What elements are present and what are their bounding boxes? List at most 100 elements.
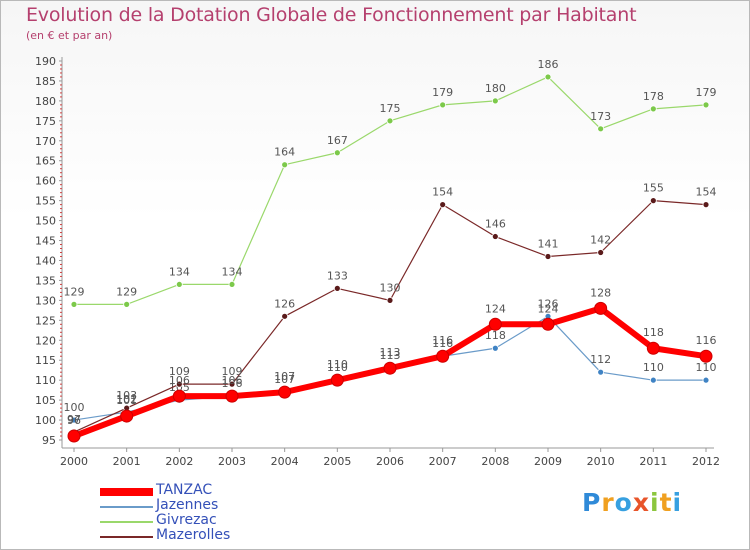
logo-letter-4: i bbox=[650, 488, 660, 517]
y-minor-tick-141 bbox=[60, 255, 62, 257]
y-minor-tick-112 bbox=[60, 371, 62, 373]
point-givrezac-2002 bbox=[175, 281, 183, 288]
data-label-tanzac-2009: 124 bbox=[538, 302, 559, 315]
point-givrezac-2006 bbox=[386, 117, 394, 125]
y-tick-label-125: 125 bbox=[35, 314, 56, 327]
y-minor-tick-111 bbox=[60, 375, 62, 377]
y-minor-tick-174 bbox=[60, 124, 62, 126]
y-tick-label-105: 105 bbox=[35, 394, 56, 407]
point-givrezac-2010 bbox=[597, 125, 605, 133]
y-minor-tick-167 bbox=[60, 152, 62, 154]
data-label-givrezac-2008: 180 bbox=[485, 82, 506, 95]
legend-swatch-givrezac bbox=[100, 521, 153, 523]
y-minor-tick-189 bbox=[60, 64, 62, 66]
y-tick-label-135: 135 bbox=[35, 274, 56, 287]
point-mazerolles-2007 bbox=[439, 201, 447, 209]
y-minor-tick-177 bbox=[60, 112, 62, 114]
y-minor-tick-126 bbox=[60, 315, 62, 317]
data-label-givrezac-2009: 186 bbox=[538, 58, 559, 71]
data-label-mazerolles-2001: 103 bbox=[116, 389, 137, 402]
data-label-mazerolles-2003: 109 bbox=[222, 365, 243, 378]
data-label-jazennes-2000: 100 bbox=[64, 401, 85, 414]
y-minor-tick-106 bbox=[60, 395, 62, 397]
data-label-mazerolles-2006: 130 bbox=[380, 281, 401, 294]
x-tick-label-2012: 2012 bbox=[692, 455, 720, 468]
y-tick-label-160: 160 bbox=[35, 175, 56, 188]
x-tick-label-2003: 2003 bbox=[218, 455, 246, 468]
data-label-jazennes-2012: 110 bbox=[696, 361, 717, 374]
point-tanzac-2005 bbox=[330, 373, 344, 387]
y-minor-tick-131 bbox=[60, 295, 62, 297]
point-tanzac-2010 bbox=[594, 301, 608, 315]
data-label-mazerolles-2011: 155 bbox=[643, 182, 664, 195]
y-minor-tick-114 bbox=[60, 363, 62, 365]
y-minor-tick-166 bbox=[60, 156, 62, 158]
y-minor-tick-148 bbox=[60, 228, 62, 230]
data-label-mazerolles-2008: 146 bbox=[485, 218, 506, 231]
y-minor-tick-171 bbox=[60, 136, 62, 138]
point-mazerolles-2009 bbox=[544, 253, 552, 260]
point-tanzac-2003 bbox=[225, 389, 239, 403]
y-tick-label-145: 145 bbox=[35, 235, 56, 248]
y-minor-tick-161 bbox=[60, 176, 62, 178]
legend-label-givrezac: Givrezac bbox=[156, 512, 217, 528]
data-label-tanzac-2002: 106 bbox=[169, 374, 190, 387]
y-minor-tick-178 bbox=[60, 108, 62, 110]
data-label-mazerolles-2007: 154 bbox=[432, 186, 453, 199]
point-mazerolles-2002 bbox=[175, 380, 183, 388]
data-label-mazerolles-2009: 141 bbox=[538, 237, 559, 250]
point-tanzac-2011 bbox=[646, 341, 660, 355]
y-minor-tick-123 bbox=[60, 327, 62, 329]
legend-item-mazerolles: Mazerolles bbox=[100, 527, 300, 544]
point-tanzac-2002 bbox=[172, 389, 186, 403]
data-label-tanzac-2003: 106 bbox=[222, 374, 243, 387]
point-jazennes-2010 bbox=[597, 368, 605, 376]
y-minor-tick-139 bbox=[60, 263, 62, 265]
y-minor-tick-143 bbox=[60, 248, 62, 250]
point-givrezac-2008 bbox=[491, 97, 499, 105]
data-label-givrezac-2006: 175 bbox=[380, 102, 401, 115]
x-tick-label-2011: 2011 bbox=[639, 455, 667, 468]
y-minor-tick-186 bbox=[60, 76, 62, 78]
point-tanzac-2008 bbox=[488, 317, 502, 331]
data-label-givrezac-2004: 164 bbox=[274, 146, 295, 159]
point-givrezac-2001 bbox=[123, 300, 131, 308]
data-label-tanzac-2005: 110 bbox=[327, 358, 348, 371]
data-label-mazerolles-2010: 142 bbox=[590, 233, 611, 246]
y-minor-tick-119 bbox=[60, 343, 62, 345]
y-minor-tick-97 bbox=[60, 431, 62, 433]
y-minor-tick-117 bbox=[60, 351, 62, 353]
legend-label-tanzac: TANZAC bbox=[156, 482, 213, 498]
legend-swatch-mazerolles bbox=[100, 536, 153, 538]
data-label-tanzac-2011: 118 bbox=[643, 326, 664, 339]
point-mazerolles-2006 bbox=[386, 296, 394, 304]
y-minor-tick-129 bbox=[60, 303, 62, 305]
logo-letter-0: P bbox=[582, 488, 602, 517]
logo-letter-5: t bbox=[659, 488, 673, 517]
point-jazennes-2011 bbox=[649, 376, 657, 384]
y-minor-tick-107 bbox=[60, 391, 62, 393]
point-givrezac-2005 bbox=[333, 149, 341, 157]
data-label-jazennes-2009: 126 bbox=[538, 297, 559, 310]
data-label-givrezac-2000: 129 bbox=[64, 285, 85, 298]
point-mazerolles-2011 bbox=[649, 197, 657, 205]
y-minor-tick-137 bbox=[60, 271, 62, 273]
y-minor-tick-146 bbox=[60, 236, 62, 238]
legend-label-jazennes: Jazennes bbox=[156, 497, 219, 513]
point-jazennes-2008 bbox=[491, 344, 499, 352]
y-minor-tick-121 bbox=[60, 335, 62, 337]
y-minor-tick-183 bbox=[60, 88, 62, 90]
y-minor-tick-173 bbox=[60, 128, 62, 130]
y-minor-tick-127 bbox=[60, 311, 62, 313]
y-minor-tick-118 bbox=[60, 347, 62, 349]
data-label-givrezac-2012: 179 bbox=[696, 86, 717, 99]
data-label-jazennes-2007: 116 bbox=[432, 337, 453, 350]
y-tick-label-180: 180 bbox=[35, 95, 56, 108]
y-tick-label-140: 140 bbox=[35, 254, 56, 267]
point-givrezac-2003 bbox=[228, 281, 236, 288]
y-minor-tick-182 bbox=[60, 92, 62, 94]
data-label-jazennes-2006: 113 bbox=[380, 349, 401, 362]
data-label-jazennes-2008: 118 bbox=[485, 329, 506, 342]
point-tanzac-2004 bbox=[278, 385, 292, 399]
